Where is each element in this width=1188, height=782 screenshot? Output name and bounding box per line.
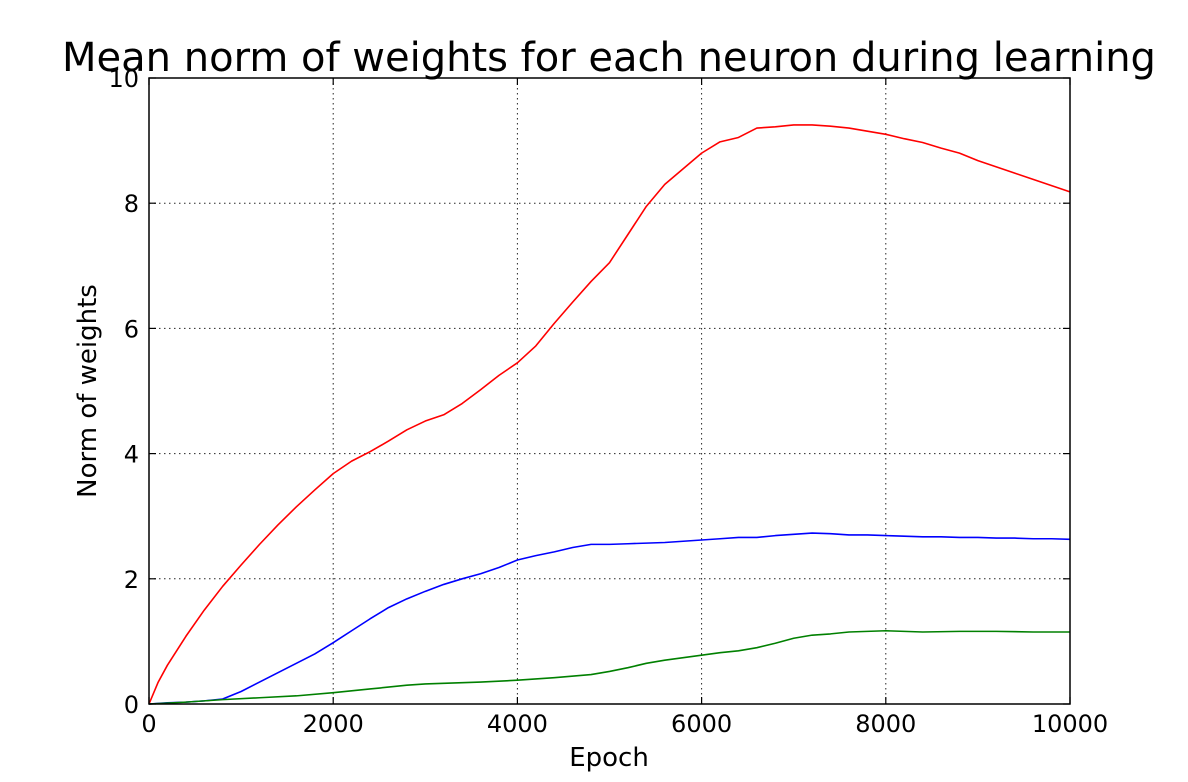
x-tick-label: 2000 xyxy=(303,710,364,738)
series-layer xyxy=(148,124,1071,705)
y-tick-labels: 0 2 4 6 8 10 xyxy=(108,65,139,719)
plot-frame xyxy=(148,77,1071,705)
series-line-blue xyxy=(148,532,1071,705)
x-tick-label: 8000 xyxy=(855,710,916,738)
y-tick-label: 2 xyxy=(124,566,139,594)
x-tick-label: 10000 xyxy=(1032,710,1108,738)
x-axis-label: Epoch xyxy=(569,743,649,773)
grid xyxy=(149,78,1070,704)
x-tick-labels: 0 2000 4000 6000 8000 10000 xyxy=(141,710,1108,738)
series-line-red xyxy=(148,124,1071,705)
series-line-green xyxy=(148,629,1070,705)
y-tick-label: 6 xyxy=(124,315,139,343)
y-tick-label: 0 xyxy=(124,691,139,719)
x-tick-label: 4000 xyxy=(487,710,548,738)
x-tick-label: 0 xyxy=(141,710,156,738)
y-axis-label: Norm of weights xyxy=(73,284,103,498)
chart-title: Mean norm of weights for each neuron dur… xyxy=(62,35,1156,81)
y-tick-label: 8 xyxy=(124,190,139,218)
x-tick-label: 6000 xyxy=(671,710,732,738)
tick-marks xyxy=(148,77,1071,705)
y-tick-label: 10 xyxy=(108,65,139,93)
y-tick-label: 4 xyxy=(124,441,139,469)
